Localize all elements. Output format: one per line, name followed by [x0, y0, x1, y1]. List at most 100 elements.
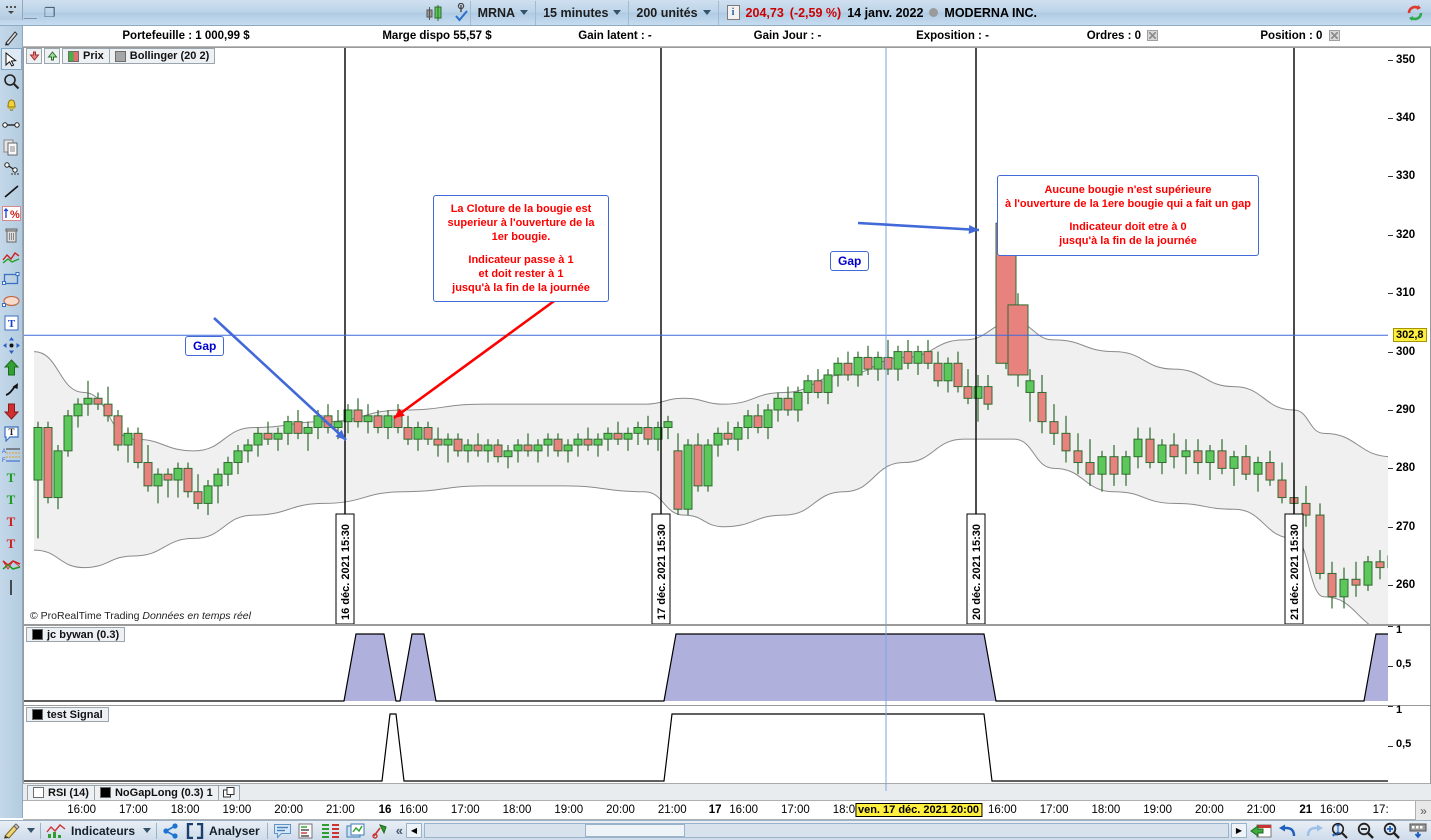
footer-nogap-tab[interactable]: NoGapLong (0.3) 1: [93, 784, 219, 801]
margin-cell: Marge dispo 55,57 $: [349, 30, 525, 42]
units-selector[interactable]: 200 unités: [628, 0, 717, 25]
order-book-icon[interactable]: [318, 821, 343, 840]
trash-icon[interactable]: [1, 224, 22, 246]
collapse-toolbar-button[interactable]: «: [395, 823, 403, 838]
time-axis-label: 16:00: [1319, 804, 1349, 816]
zoom-out-icon[interactable]: [1353, 821, 1379, 840]
zoom-in-icon[interactable]: [1379, 821, 1405, 840]
info-icon[interactable]: i: [726, 5, 740, 20]
redo-icon[interactable]: [1301, 821, 1327, 840]
indicator-1-legend[interactable]: jc bywan (0.3): [26, 627, 126, 642]
latent-gain-cell: Gain latent : -: [525, 30, 705, 42]
copy-document-icon[interactable]: [1, 136, 22, 158]
orders-detail-icon[interactable]: [1147, 30, 1159, 41]
svg-text:21 déc. 2021 15:30: 21 déc. 2021 15:30: [1289, 524, 1301, 620]
list-icon[interactable]: [295, 821, 318, 840]
annotation-note-1[interactable]: La Cloture de la bougie est superieur à l…: [433, 195, 609, 303]
price-axis-tick: [1388, 118, 1393, 120]
scale-up-button[interactable]: [44, 48, 60, 64]
timeframe-selector[interactable]: 15 minutes: [535, 0, 628, 25]
price-axis[interactable]: 350 340 330 320 310 300 290 280 270 260 302,8: [1388, 47, 1431, 625]
arrow-diagonal-icon[interactable]: [1, 378, 22, 400]
vertical-line-icon[interactable]: [1, 576, 22, 598]
refresh-icon[interactable]: [1405, 3, 1431, 23]
position-detail-icon[interactable]: [1328, 30, 1340, 41]
text-bubble-icon[interactable]: T: [1, 422, 22, 444]
time-axis-more-button[interactable]: »: [1415, 801, 1431, 821]
svg-text:%: %: [10, 209, 20, 221]
scale-down-button[interactable]: [26, 48, 42, 64]
text-green-t2-icon[interactable]: T: [1, 488, 22, 510]
segment-dots-icon[interactable]: [1, 158, 22, 180]
move-cross-icon[interactable]: [1, 334, 22, 356]
indicator-panel-2[interactable]: test Signal: [23, 705, 1388, 792]
scrollbar-thumb[interactable]: [584, 824, 685, 837]
price-axis-label: 300: [1396, 345, 1416, 358]
annotation-note-2[interactable]: Aucune bougie n'est supérieure à l'ouvert…: [997, 175, 1259, 257]
time-axis-label: 19:00: [554, 804, 584, 816]
horizontal-scrollbar[interactable]: [423, 823, 1229, 838]
zoom-fit-icon[interactable]: [1327, 821, 1353, 840]
bell-alert-icon[interactable]: [1, 92, 22, 114]
time-axis-label: 19:00: [1143, 804, 1173, 816]
undo-icon[interactable]: [1275, 821, 1301, 840]
gap-label-1[interactable]: Gap: [185, 336, 225, 356]
pencil-icon[interactable]: [1, 26, 22, 48]
gap-label-2[interactable]: Gap: [830, 251, 870, 271]
bands-icon[interactable]: [1, 554, 22, 576]
run-backtest-icon[interactable]: [368, 821, 393, 840]
symbol-selector[interactable]: MRNA: [469, 0, 536, 25]
restore-icon[interactable]: ❐: [43, 5, 56, 20]
calendar-back-icon[interactable]: [1247, 821, 1275, 840]
footer-rsi-tab[interactable]: RSI (14): [27, 784, 95, 801]
scroll-right-button[interactable]: ▶: [1231, 823, 1247, 838]
indicator-2-legend[interactable]: test Signal: [26, 707, 109, 722]
legend-bollinger[interactable]: Bollinger (20 2): [108, 48, 216, 64]
text-red-t1-icon[interactable]: T: [1, 510, 22, 532]
percent-scale-icon[interactable]: %: [1, 202, 22, 224]
svg-text:T: T: [7, 492, 16, 507]
scroll-left-button[interactable]: ◀: [405, 823, 422, 838]
footer-detach-button[interactable]: [217, 784, 240, 801]
candlestick-icon[interactable]: [424, 4, 444, 22]
price-panel[interactable]: 16 déc. 2021 15:30 17 déc. 2021 15:30 20 d…: [23, 47, 1388, 625]
trendline-icon[interactable]: [1, 180, 22, 202]
time-axis-label: 17: [708, 804, 722, 816]
arrow-up-icon[interactable]: [1, 356, 22, 378]
cursor-arrow-icon[interactable]: [0, 48, 22, 70]
indicators-button[interactable]: Indicateurs: [71, 823, 136, 838]
rectangle-icon[interactable]: [1, 268, 22, 290]
indicator-panel-1[interactable]: jc bywan (0.3): [23, 625, 1388, 712]
minimize-icon[interactable]: ＿: [23, 5, 37, 20]
text-green-t1-icon[interactable]: T: [1, 466, 22, 488]
time-axis[interactable]: 16:00 17:00 18:00 19:00 20:00 21:00 16 16:00 17:…: [23, 800, 1431, 821]
draw-tools-button[interactable]: [0, 821, 24, 840]
chart-copyright: © ProRealTime Trading Données en temps r…: [30, 610, 251, 622]
text-red-t2-icon[interactable]: T: [1, 532, 22, 554]
window-chart-icon[interactable]: [343, 821, 368, 840]
draw-tools-dropdown[interactable]: [24, 821, 38, 840]
magnifier-icon[interactable]: [1, 70, 22, 92]
horizontal-line-icon[interactable]: [1, 114, 22, 136]
time-axis-label: 17:00: [1039, 804, 1069, 816]
time-axis-left-cap[interactable]: [0, 0, 23, 20]
indicators-dropdown[interactable]: [140, 821, 154, 840]
chart-container[interactable]: Prix Bollinger (20 2) 16 déc. 2021 15:30…: [23, 47, 1431, 803]
legend-price[interactable]: Prix: [62, 48, 110, 64]
zigzag-channel-icon[interactable]: [1, 246, 22, 268]
share-icon[interactable]: [159, 821, 183, 840]
footer-rsi-label: RSI (14): [48, 786, 89, 799]
ind1-axis-top: 1: [1396, 624, 1403, 636]
alert-icon[interactable]: [452, 2, 470, 23]
footer-nogap-label: NoGapLong (0.3) 1: [114, 786, 213, 799]
arrow-down-icon[interactable]: [1, 400, 22, 422]
ellipse-icon[interactable]: [1, 290, 22, 312]
keyboard-icon[interactable]: [1405, 821, 1431, 840]
text-tool-icon[interactable]: T: [1, 312, 22, 334]
comment-icon[interactable]: [270, 821, 295, 840]
indicators-icon[interactable]: [43, 821, 69, 840]
analyse-button[interactable]: Analyser: [209, 823, 260, 838]
brackets-icon[interactable]: [183, 821, 207, 840]
